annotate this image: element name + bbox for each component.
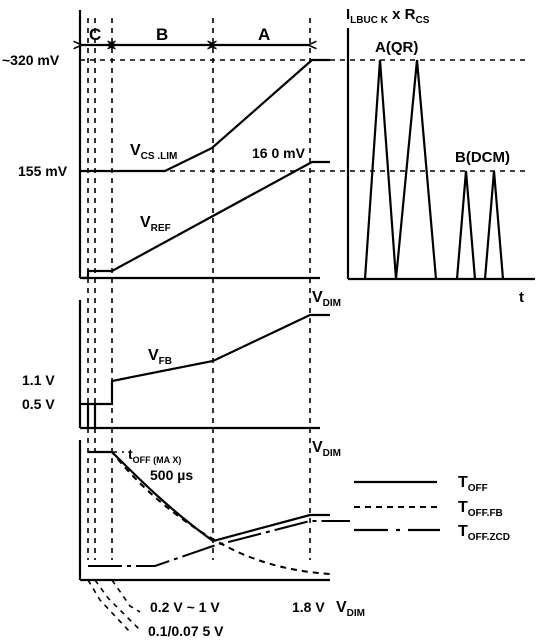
right-plot: ILBUC K x RCS t A(QR) B(DCM): [346, 6, 535, 306]
dcm-pulse-2: [483, 170, 505, 280]
level-1v1-label: 1.1 V: [22, 372, 55, 388]
toff-max-value: 500 µs: [150, 467, 193, 483]
toff-trace: [88, 450, 330, 543]
mid-plot-xlabel: VDIM: [312, 439, 341, 459]
tick-leader-low-2: [94, 579, 141, 631]
legend-label-toff-zcd: TOFF.ZCD: [458, 523, 510, 543]
qr-label: A(QR): [375, 39, 418, 56]
dcm-label: B(DCM): [455, 149, 510, 166]
bottom-plot-xlabel: VDIM: [336, 599, 365, 619]
right-plot-xlabel: t: [519, 289, 524, 306]
level-155mv-label: 155 mV: [18, 163, 68, 179]
region-dividers: [87, 18, 311, 560]
toff-zcd-trace: [88, 520, 350, 567]
vfb-trace: [80, 313, 330, 406]
region-c-label: C: [89, 25, 101, 44]
toff-fb-trace: [88, 451, 331, 575]
toff-max-label: tOFF (MA X): [128, 446, 181, 465]
level-0v5-label: 0.5 V: [22, 396, 55, 412]
mid-plot: VDIM 1.1 V 0.5 V VFB VDIM: [22, 289, 341, 459]
vref-end-value: 16 0 mV: [252, 145, 306, 161]
top-plot: ~320 mV 155 mV VCS .LIM VREF 16 0 mV: [2, 10, 330, 280]
vref-trace: [82, 160, 330, 280]
region-b-label: B: [156, 25, 168, 44]
bottom-plot: tOFF (MA X) 500 µs 0.2 V ~ 1 V 1.8 V 0.1…: [78, 440, 365, 639]
dcm-pulse-1: [455, 170, 477, 280]
tick-leader-range: [111, 579, 141, 613]
legend-label-toff: TOFF: [458, 474, 488, 494]
tick-range-label: 0.2 V ~ 1 V: [150, 599, 220, 615]
qr-current-waveform: [363, 59, 438, 280]
tick-1v8-label: 1.8 V: [292, 599, 325, 615]
vcs-lim-label: VCS .LIM: [130, 142, 177, 162]
tick-low-label: 0.1/0.07 5 V: [148, 623, 224, 639]
vfb-label: VFB: [148, 347, 172, 367]
vcs-lim-trace: [80, 58, 330, 173]
tick-leader-low-1: [87, 579, 131, 633]
right-plot-ylabel: ILBUC K x RCS: [346, 6, 430, 26]
legend: TOFF TOFF.FB TOFF.ZCD: [354, 474, 510, 543]
region-a-label: A: [258, 25, 270, 44]
legend-label-toff-fb: TOFF.FB: [458, 499, 503, 519]
top-plot-xlabel: VDIM: [312, 289, 341, 309]
vref-label: VREF: [140, 214, 171, 234]
region-markers: C B A: [80, 25, 310, 45]
level-320mv-label: ~320 mV: [2, 52, 60, 68]
